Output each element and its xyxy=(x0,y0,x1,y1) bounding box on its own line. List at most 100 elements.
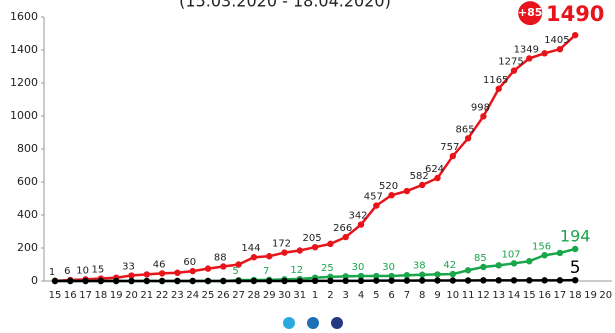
point xyxy=(526,55,533,62)
point xyxy=(556,45,564,53)
point xyxy=(357,221,365,228)
point xyxy=(572,31,579,39)
y-tick-label: 800 xyxy=(17,142,38,155)
point xyxy=(158,277,166,285)
point xyxy=(464,277,472,284)
point xyxy=(143,277,150,285)
x-tick-label: 23 xyxy=(171,290,184,301)
annotation-badge xyxy=(518,1,543,26)
x-tick-label: 19 xyxy=(584,290,597,301)
y-tick-label: 0 xyxy=(31,274,38,287)
point xyxy=(434,174,441,182)
point xyxy=(373,202,380,209)
data-label: 342 xyxy=(348,211,367,222)
point xyxy=(556,277,564,284)
data-label: 1405 xyxy=(544,35,569,46)
x-tick-label: 12 xyxy=(477,290,490,301)
x-tick-label: 24 xyxy=(186,290,199,301)
point xyxy=(67,277,74,285)
point xyxy=(143,271,150,278)
y-tick-label: 600 xyxy=(17,175,38,188)
point xyxy=(434,271,441,278)
point xyxy=(189,267,196,275)
point xyxy=(266,253,273,260)
x-tick-label: 3 xyxy=(343,290,349,301)
data-label: 266 xyxy=(333,223,352,234)
page-dot[interactable] xyxy=(331,317,343,329)
point xyxy=(495,277,502,284)
point xyxy=(296,247,303,254)
x-tick-label: 19 xyxy=(110,290,123,301)
x-tick-label: 31 xyxy=(293,290,306,301)
data-label: 1349 xyxy=(514,44,539,55)
point xyxy=(510,67,518,74)
data-label: 205 xyxy=(303,233,322,244)
point xyxy=(541,50,548,57)
data-label: 5 xyxy=(570,258,581,278)
point xyxy=(464,135,472,142)
data-label: 25 xyxy=(321,263,334,274)
data-label: 5 xyxy=(232,266,238,277)
point xyxy=(51,277,59,285)
y-tick-label: 1200 xyxy=(10,76,38,89)
point xyxy=(449,277,456,284)
point xyxy=(480,263,487,271)
point xyxy=(357,277,365,285)
x-tick-label: 15 xyxy=(49,290,62,301)
data-label: 30 xyxy=(382,262,395,273)
data-label: 1490 xyxy=(546,2,604,26)
point xyxy=(97,277,105,285)
point xyxy=(556,249,564,257)
point xyxy=(327,240,334,248)
data-label: 12 xyxy=(290,265,303,276)
data-label: 172 xyxy=(272,239,291,250)
point xyxy=(495,85,502,92)
point xyxy=(220,277,227,285)
x-tick-label: 27 xyxy=(232,290,245,301)
page-dot[interactable] xyxy=(307,317,319,329)
x-tick-label: 6 xyxy=(388,290,394,301)
x-tick-label: 17 xyxy=(79,290,92,301)
y-tick-label: 200 xyxy=(17,241,38,254)
x-tick-label: 20 xyxy=(599,290,612,301)
data-label: 865 xyxy=(456,124,475,135)
point xyxy=(204,265,212,272)
point xyxy=(403,187,411,195)
point xyxy=(158,270,166,277)
point xyxy=(128,277,135,285)
point xyxy=(266,277,273,285)
point xyxy=(250,254,258,261)
point xyxy=(480,113,487,120)
x-tick-label: 21 xyxy=(140,290,153,301)
data-label: 998 xyxy=(471,102,490,113)
point xyxy=(174,277,181,285)
point xyxy=(342,273,349,280)
data-label: 582 xyxy=(410,171,429,182)
data-label: 156 xyxy=(532,241,551,252)
page-dot[interactable] xyxy=(283,317,295,329)
point xyxy=(174,269,181,276)
point xyxy=(311,243,319,251)
point xyxy=(235,261,242,268)
x-tick-label: 16 xyxy=(538,290,551,301)
point xyxy=(220,263,227,270)
point xyxy=(128,272,135,279)
point xyxy=(235,277,242,285)
point xyxy=(113,277,120,285)
x-tick-label: 11 xyxy=(462,290,475,301)
point xyxy=(434,277,441,284)
data-label: 1165 xyxy=(483,75,508,86)
point xyxy=(419,271,426,278)
data-label: 30 xyxy=(352,262,365,273)
x-tick-label: 16 xyxy=(64,290,77,301)
point xyxy=(281,249,288,256)
point xyxy=(403,272,411,279)
data-label: 194 xyxy=(560,226,591,245)
point xyxy=(449,270,456,278)
point xyxy=(449,152,456,160)
x-tick-label: 13 xyxy=(492,290,505,301)
x-tick-label: 18 xyxy=(95,290,108,301)
data-label: 1275 xyxy=(498,57,523,68)
x-tick-label: 9 xyxy=(434,290,440,301)
x-tick-label: 7 xyxy=(404,290,410,301)
